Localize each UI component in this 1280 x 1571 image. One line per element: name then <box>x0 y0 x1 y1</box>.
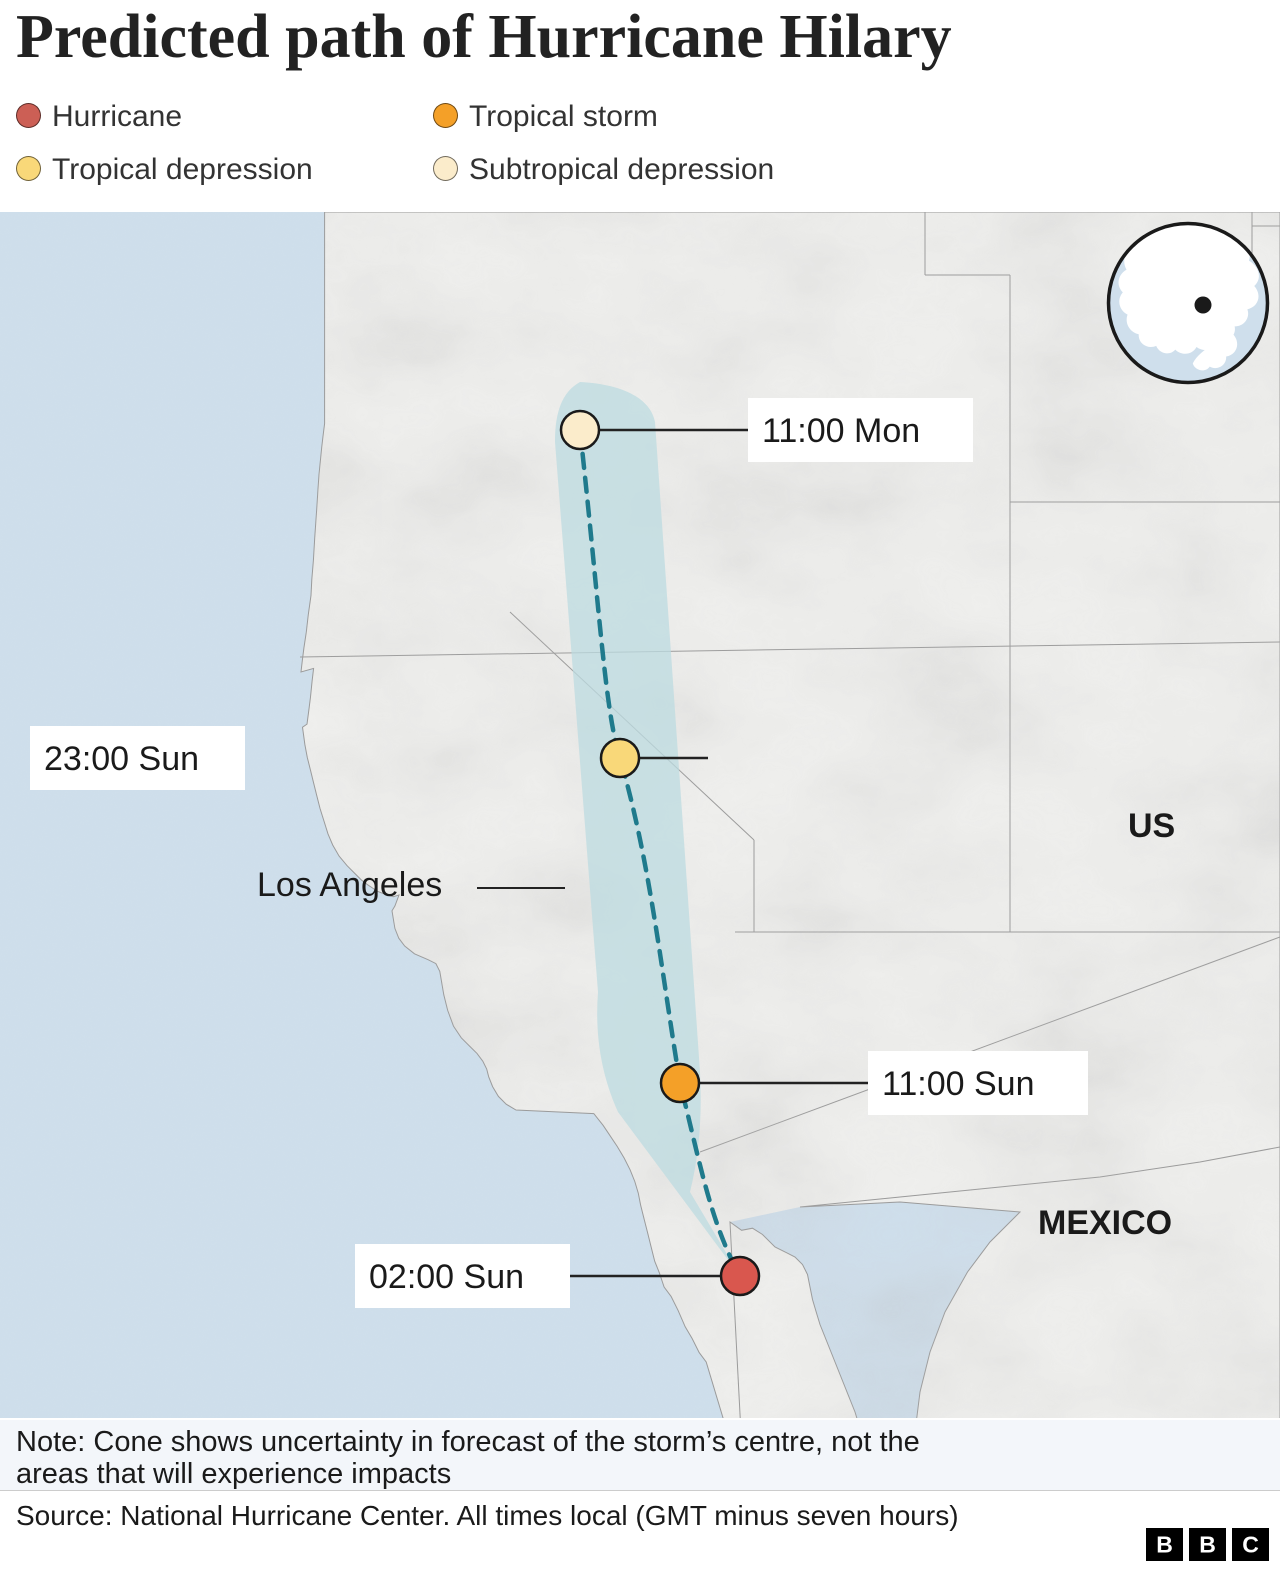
svg-text:C: C <box>1242 1532 1259 1558</box>
svg-text:11:00 Mon: 11:00 Mon <box>762 412 920 450</box>
svg-text:B: B <box>1199 1532 1216 1558</box>
svg-text:MEXICO: MEXICO <box>1038 1204 1172 1242</box>
svg-text:Los Angeles: Los Angeles <box>257 866 442 904</box>
svg-text:US: US <box>1128 807 1175 845</box>
svg-text:11:00 Sun: 11:00 Sun <box>882 1065 1035 1103</box>
svg-text:B: B <box>1156 1532 1173 1558</box>
svg-text:23:00 Sun: 23:00 Sun <box>44 740 199 778</box>
svg-text:02:00 Sun: 02:00 Sun <box>369 1258 524 1296</box>
